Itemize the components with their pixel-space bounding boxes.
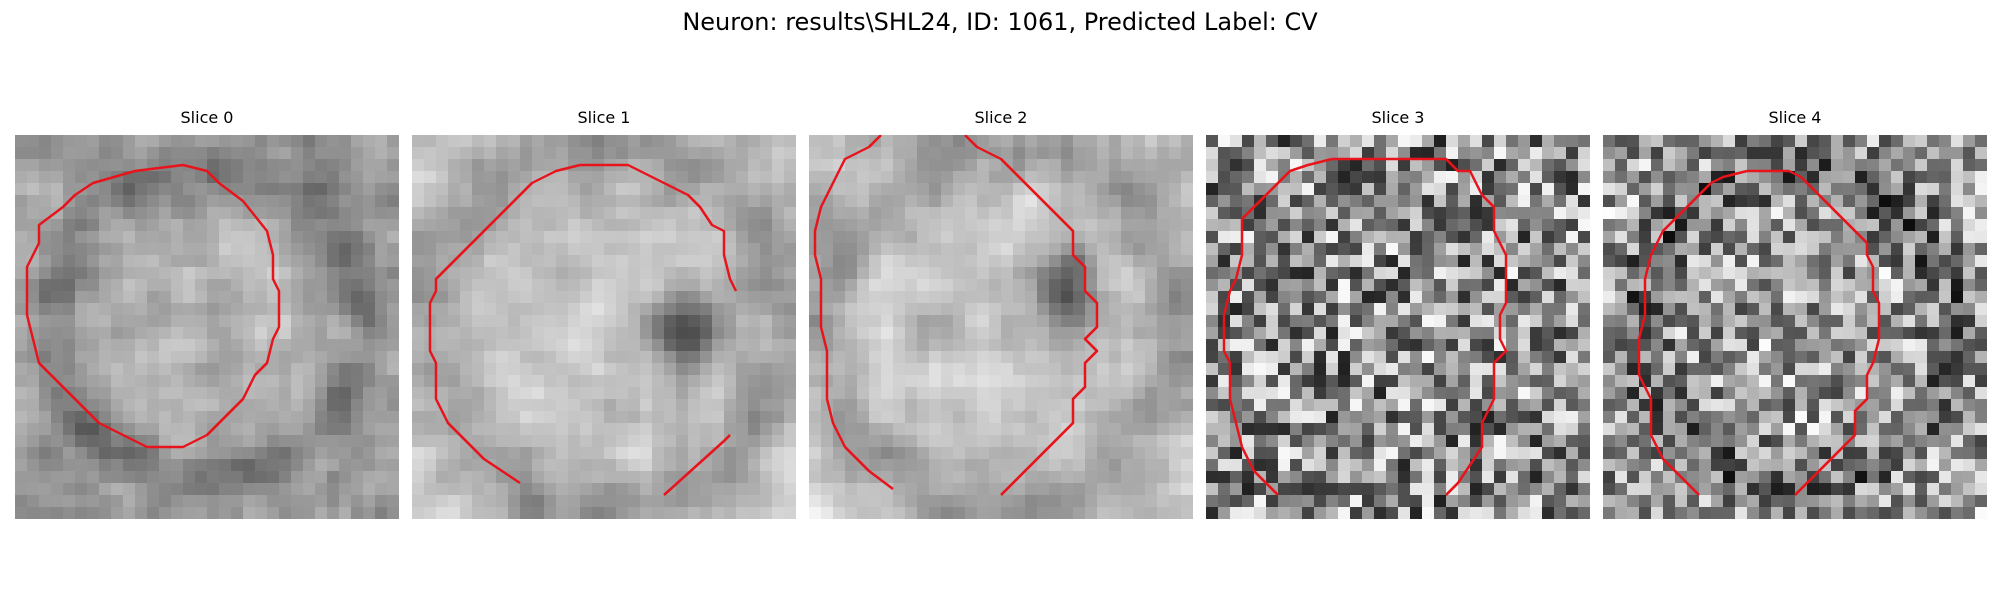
figure-title: Neuron: results\SHL24, ID: 1061, Predict… — [682, 8, 1318, 36]
slice-panel-1: Slice 1 — [412, 108, 796, 528]
slice-title: Slice 1 — [577, 108, 631, 127]
slice-panel-0: Slice 0 — [15, 108, 399, 528]
slice-image — [809, 135, 1193, 519]
slice-panel-4: Slice 4 — [1603, 108, 1987, 528]
slice-image — [1603, 135, 1987, 519]
slice-panel-2: Slice 2 — [809, 108, 1193, 528]
slice-image — [15, 135, 399, 519]
slice-title: Slice 3 — [1371, 108, 1425, 127]
slice-title: Slice 4 — [1768, 108, 1822, 127]
slice-image — [412, 135, 796, 519]
slice-title: Slice 2 — [974, 108, 1028, 127]
slice-panel-3: Slice 3 — [1206, 108, 1590, 528]
slice-image — [1206, 135, 1590, 519]
slice-title: Slice 0 — [180, 108, 234, 127]
